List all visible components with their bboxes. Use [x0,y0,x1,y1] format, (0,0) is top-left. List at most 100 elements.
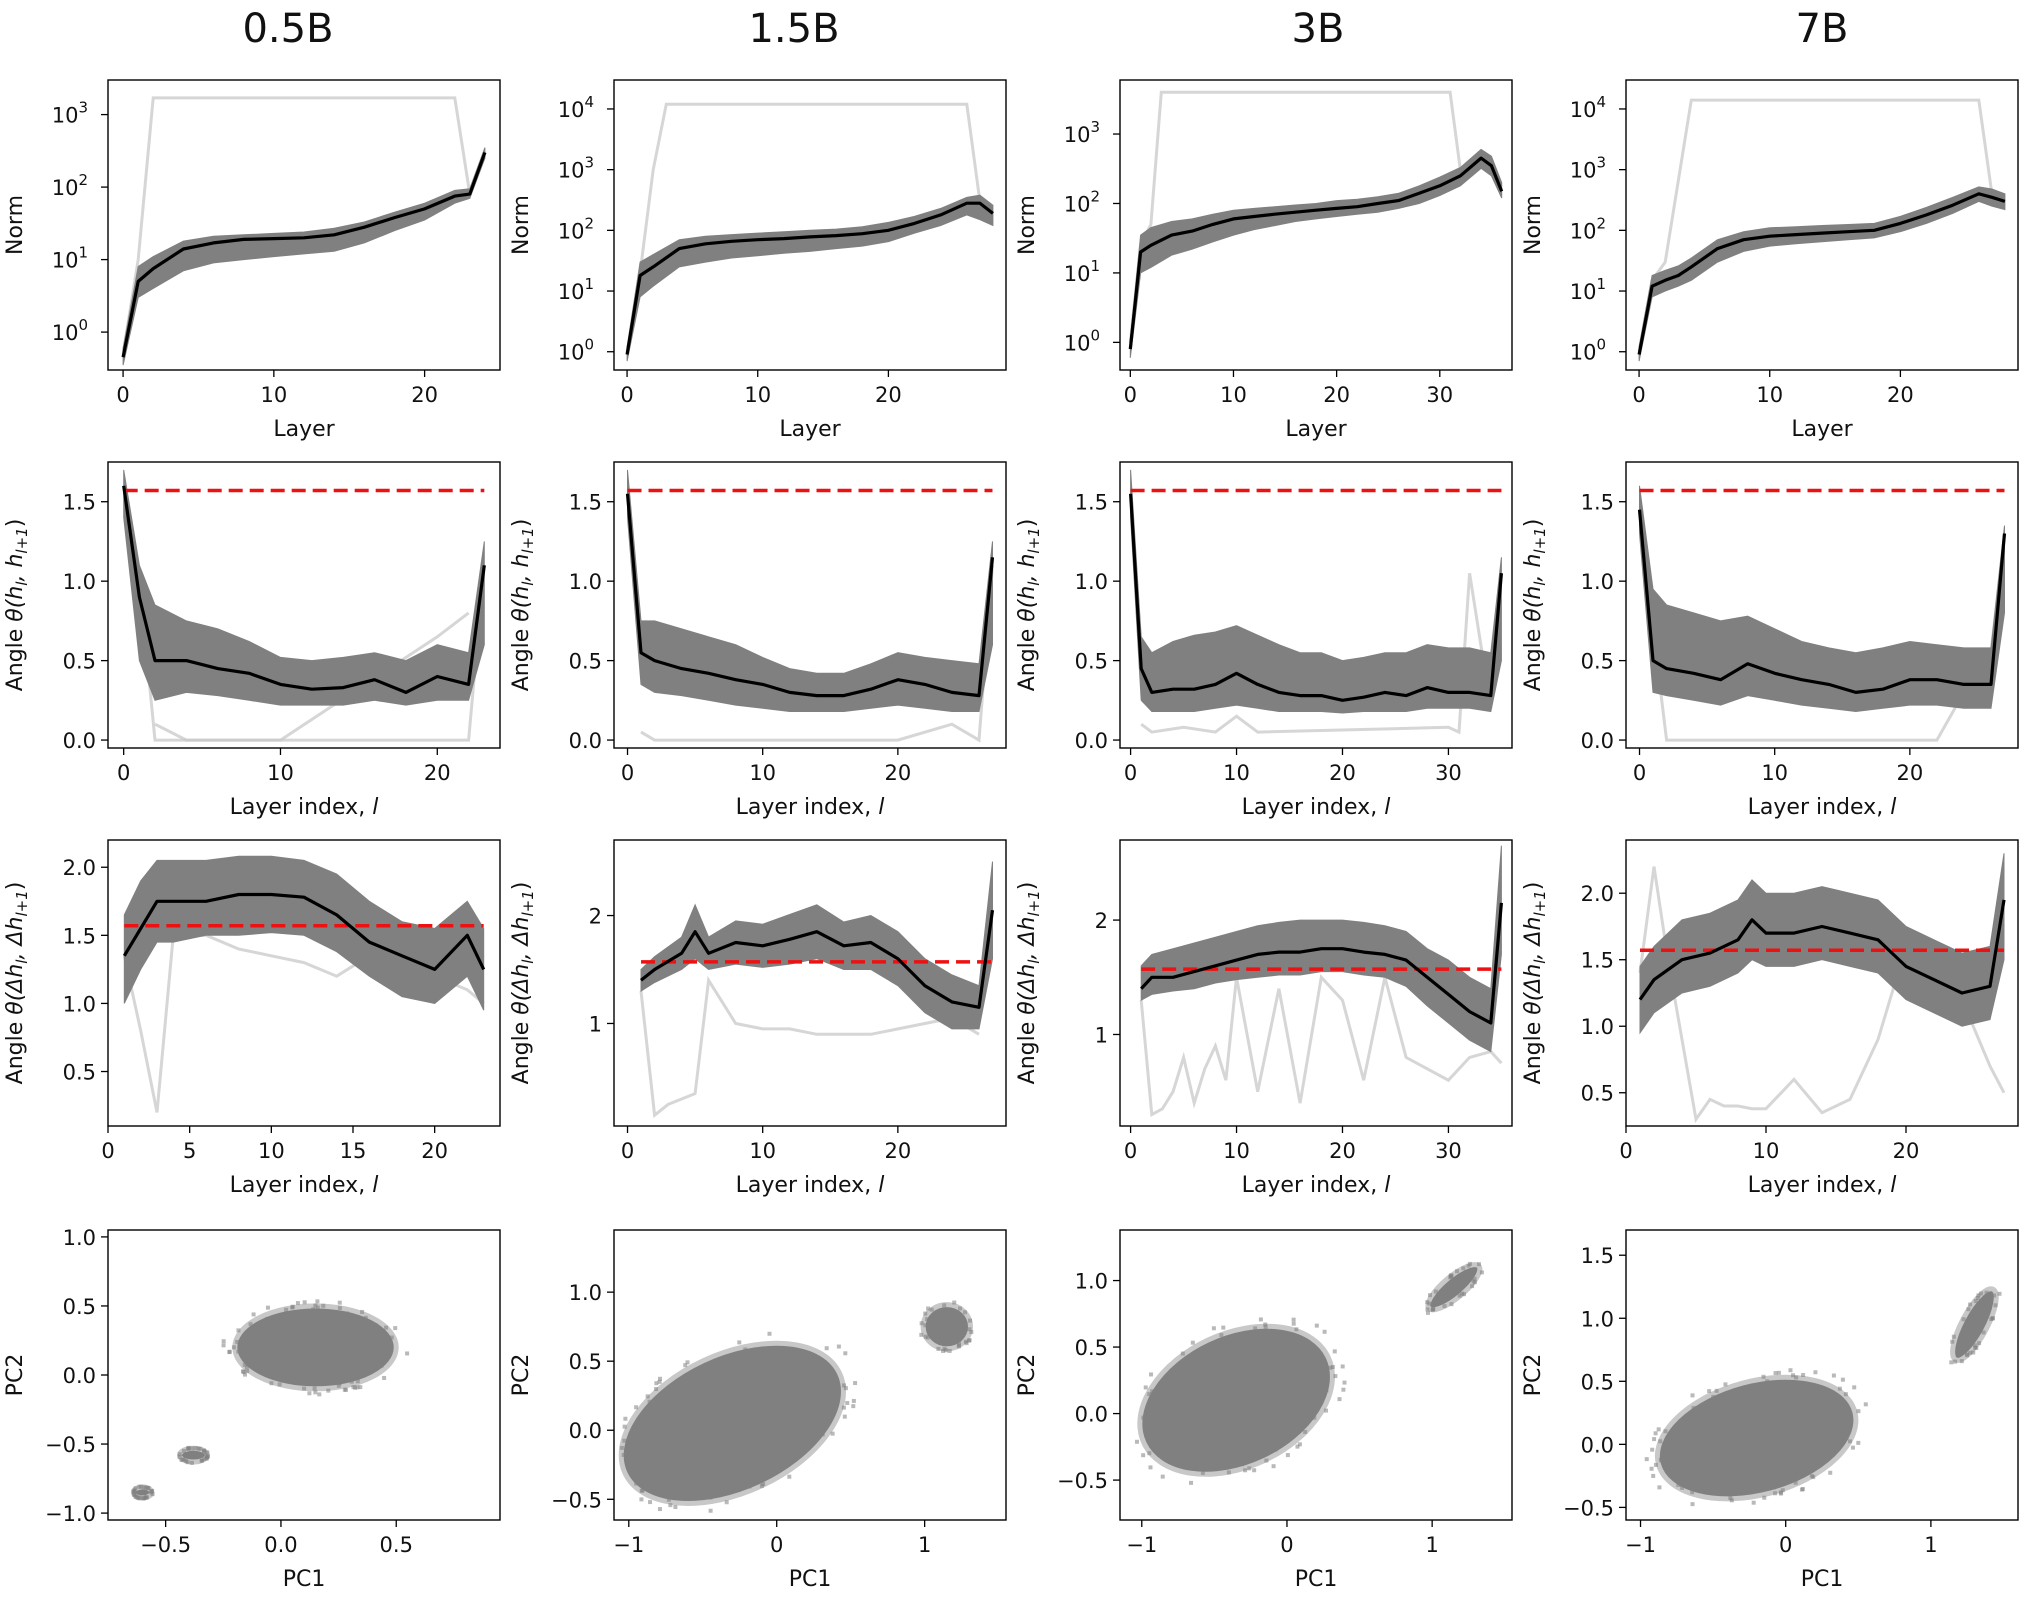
scatter-point [1148,1465,1153,1470]
scatter-point [853,1381,858,1386]
scatter-point [812,1355,817,1360]
scatter-point [767,1331,772,1336]
scatter-point [242,1372,247,1377]
x-tick-label: −1 [613,1533,644,1557]
scatter-point [1291,1317,1296,1322]
scatter-point [1252,1468,1257,1473]
scatter-point [830,1431,835,1436]
scatter-point [654,1387,659,1392]
x-axis-label: Layer index, l [230,1173,379,1198]
scatter-point [1472,1280,1477,1285]
scatter-point [1303,1429,1308,1434]
scatter-point [1840,1377,1845,1382]
panel-1-0.5B: 0 10 20 0.0 0.5 1.0 1.5 Layer index, l Angle θ(h… [3,461,501,820]
scatter-point [1968,1350,1973,1355]
x-axis-label: Layer [779,417,841,442]
scatter-point [1761,1374,1766,1379]
scatter-point [177,1454,182,1459]
y-tick-label: 100 [52,316,88,345]
scatter-point [1200,1470,1205,1475]
scatter-point [843,1351,848,1356]
scatter-point [805,1354,810,1359]
x-tick-label: 0 [101,1139,114,1163]
plot-area [639,861,995,1119]
scatter-point [1433,1289,1438,1294]
scatter-point [1294,1327,1299,1332]
y-tick-label: 0.5 [1581,1082,1614,1106]
scatter-point [1240,1462,1245,1467]
scatter-point [1468,1261,1473,1266]
y-axis-label: Angle θ(hl, hl+1) [1521,519,1549,692]
y-tick-label: 101 [1570,275,1606,304]
scatter-point [1762,1495,1767,1500]
scatter-point [708,1363,713,1368]
scatter-point [823,1360,828,1365]
y-tick-label: 1.5 [1581,1244,1614,1268]
y-axis-label: PC2 [509,1354,534,1397]
x-tick-label: 0.5 [380,1533,413,1557]
scatter-point [1332,1349,1337,1354]
y-tick-label: 1 [589,1012,602,1036]
y-tick-label: 0.5 [63,1061,96,1085]
panel-2-1.5B: 0 10 20 1 2 Layer index, l Angle θ(Δhl, Δhl+1) [509,839,1007,1198]
y-tick-label: 1.0 [569,570,602,594]
scatter-point [1658,1439,1663,1444]
y-tick-label: 1.0 [1075,1270,1108,1294]
scatter-point [1843,1392,1848,1397]
spread-band [1130,469,1502,714]
spread-band [123,855,485,1011]
scatter-point [1285,1453,1290,1458]
scatter-point [1459,1291,1464,1296]
x-tick-label: 0 [1124,1139,1137,1163]
scatter-point [343,1387,348,1392]
column-titles: 0.5B 1.5B 3B 7B [242,6,1848,52]
plot-area [1638,853,2006,1124]
scatter-point [1657,1485,1662,1490]
scatter-point [307,1391,312,1396]
x-tick-label: 10 [1761,761,1788,785]
cluster-main [232,1303,399,1392]
mean-line [122,892,486,972]
scatter-point [923,1334,928,1339]
scatter-point [1729,1498,1734,1503]
x-tick-label: 20 [424,761,451,785]
scatter-point [841,1405,846,1410]
y-axis-label: PC2 [1521,1354,1546,1397]
scatter-point [1310,1348,1315,1353]
scatter-point [1189,1480,1194,1485]
plot-area [122,469,486,742]
y-axis-label: Angle θ(hl, hl+1) [1015,519,1043,692]
scatter-point [1973,1299,1978,1304]
axes-frame [613,79,1007,371]
scatter-point [1773,1371,1778,1376]
scatter-point [1856,1440,1861,1445]
y-tick-label: 0.0 [1075,729,1108,753]
scatter-point [654,1381,659,1386]
scatter-point [1663,1429,1668,1434]
outlier-line [154,611,470,742]
scatter-point [683,1363,688,1368]
scatter-point [290,1304,295,1309]
scatter-point [302,1386,307,1391]
scatter-point [202,1450,207,1455]
scatter-point [382,1375,387,1380]
x-tick-label: 0 [620,383,633,407]
scatter-point [657,1507,662,1512]
mean-line [122,485,486,695]
scatter-point [345,1311,350,1316]
scatter-point [355,1385,360,1390]
scatter-point [405,1351,410,1356]
x-tick-label: 0 [117,761,130,785]
y-tick-label: 0.5 [63,1295,96,1319]
scatter-point [199,1458,204,1463]
x-tick-label: 20 [1896,761,1923,785]
scatter-point [139,1484,144,1489]
outlier-line [1140,572,1503,735]
scatter-point [736,1487,741,1492]
x-axis-label: Layer index, l [1748,1173,1897,1198]
x-axis-label: PC1 [283,1567,326,1592]
x-axis-label: Layer index, l [736,1173,885,1198]
scatter-point [181,1448,186,1453]
y-axis-label: Norm [1015,195,1040,255]
spread-band [122,147,486,366]
